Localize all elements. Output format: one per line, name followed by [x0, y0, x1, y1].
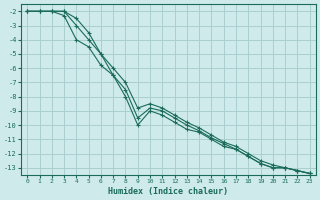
X-axis label: Humidex (Indice chaleur): Humidex (Indice chaleur): [108, 187, 228, 196]
